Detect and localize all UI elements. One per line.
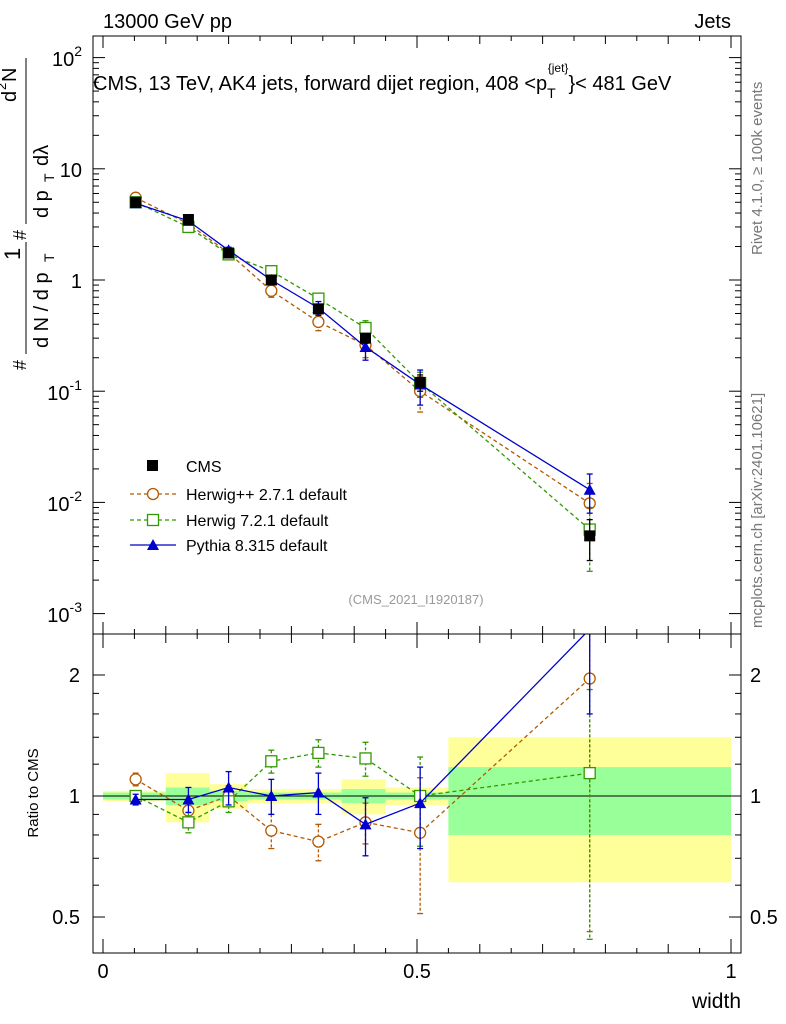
data-point <box>265 284 278 297</box>
legend: CMS Herwig++ 2.7.1 default Herwig 7.2.1 … <box>130 459 348 555</box>
header-right: Jets <box>694 11 731 33</box>
ratio-point <box>129 773 142 786</box>
ratio-panel: 0.5 1 2 0.5 1 2 Ratio to CMS <box>25 633 778 954</box>
ytick-label-1e-3: 10-3 <box>47 599 82 627</box>
ratio-ytick-label-2-left: 2 <box>69 665 80 687</box>
ylabel-dn-dpt: d N / d p <box>31 272 53 348</box>
ytick-label-100: 102 <box>52 43 82 71</box>
series-cms <box>130 196 596 562</box>
ratio-ytick-label-2-right: 2 <box>750 665 761 687</box>
plot-title-sup: {jet} <box>548 61 569 75</box>
plot-title: CMS, 13 TeV, AK4 jets, forward dijet reg… <box>93 61 672 101</box>
ratio-ytick-label-05-right: 0.5 <box>750 907 778 929</box>
header-left: 13000 GeV pp <box>103 11 232 33</box>
data-point <box>414 376 426 388</box>
ratio-ytick-label-1-left: 1 <box>69 786 80 808</box>
ylabel-hash2: # <box>10 230 30 240</box>
legend-marker-pythia <box>147 539 159 550</box>
ylabel-one: 1 <box>0 248 25 260</box>
ratio-point <box>129 793 142 805</box>
xtick-label-05: 0.5 <box>403 961 431 983</box>
ratio-point <box>583 766 596 780</box>
ylabel-2: 2 <box>0 83 9 90</box>
data-point <box>130 196 142 208</box>
ytick-label-1e-2: 10-2 <box>47 488 82 516</box>
data-point <box>584 530 596 542</box>
ylabel-t2: T <box>41 173 57 182</box>
data-point <box>312 303 324 315</box>
plot-title-sub: T <box>547 85 556 101</box>
series-line <box>135 202 591 491</box>
data-point <box>359 340 372 352</box>
ratio-point <box>265 755 278 768</box>
ratio-point <box>182 816 195 829</box>
data-point <box>360 332 372 344</box>
ratio-line <box>135 678 591 843</box>
ratio-point <box>359 752 372 765</box>
plot-title-suffix: }< 481 GeV <box>568 73 672 95</box>
ytick-label-1: 1 <box>71 271 82 293</box>
series-herwig-2-7-1-default <box>129 191 596 539</box>
ratio-line <box>135 752 590 824</box>
ylabel-hash1: # <box>10 360 30 370</box>
ylabel-dpt: d p <box>31 190 53 218</box>
main-panel: 10-3 10-2 10-1 1 10 102 <box>47 35 742 635</box>
ylabel-n: N <box>0 68 21 82</box>
ratio-point <box>222 781 235 793</box>
ytick-label-10: 10 <box>60 160 82 182</box>
legend-marker-herwigpp <box>146 487 160 501</box>
ratio-point <box>583 634 596 635</box>
data-point <box>265 274 277 286</box>
rivet-label: Rivet 4.1.0, ≥ 100k events <box>749 82 766 255</box>
series-line <box>135 201 591 531</box>
data-point <box>583 483 596 495</box>
plot-title-prefix: CMS, 13 TeV, AK4 jets, forward dijet reg… <box>93 73 547 95</box>
main-ytick-labels: 10-3 10-2 10-1 1 10 102 <box>47 43 82 627</box>
ratio-ytick-label-1-right: 1 <box>750 786 761 808</box>
main-ylabel: # 1 d N / d p T # d 2 N d p T dλ <box>0 58 57 370</box>
legend-label-herwig7: Herwig 7.2.1 default <box>186 513 329 530</box>
xtick-label-0: 0 <box>97 961 108 983</box>
ratio-point <box>359 818 372 830</box>
ylabel-d: d <box>0 91 21 102</box>
ratio-line <box>135 634 586 826</box>
legend-label-pythia: Pythia 8.315 default <box>186 538 328 555</box>
analysis-id: (CMS_2021_I1920187) <box>348 592 483 607</box>
mcplots-label: mcplots.cern.ch [arXiv:2401.10621] <box>749 393 766 628</box>
legend-marker-herwig7 <box>146 513 160 527</box>
legend-label-cms: CMS <box>186 459 222 476</box>
data-point <box>312 315 325 329</box>
data-point <box>182 213 194 225</box>
ratio-point <box>312 746 325 760</box>
xtick-label-1: 1 <box>725 961 736 983</box>
ratio-ylabel: Ratio to CMS <box>25 748 42 837</box>
ytick-label-1e-1: 10-1 <box>47 377 82 405</box>
legend-label-herwigpp: Herwig++ 2.7.1 default <box>186 487 348 504</box>
ratio-point <box>182 793 195 805</box>
legend-marker-cms <box>147 460 158 471</box>
ratio-point <box>312 786 325 798</box>
ratio-point <box>414 797 427 809</box>
ratio-point <box>312 835 325 848</box>
ylabel-t1: T <box>41 253 57 262</box>
data-point <box>223 247 235 259</box>
ylabel-dlambda: dλ <box>31 145 53 166</box>
data-point <box>359 321 372 335</box>
ratio-series-pythia-8-315-default <box>129 634 596 857</box>
x-axis-label: width <box>691 990 741 1013</box>
ratio-ytick-label-05-left: 0.5 <box>52 907 80 929</box>
ratio-point <box>265 790 278 801</box>
ratio-point <box>265 824 278 837</box>
